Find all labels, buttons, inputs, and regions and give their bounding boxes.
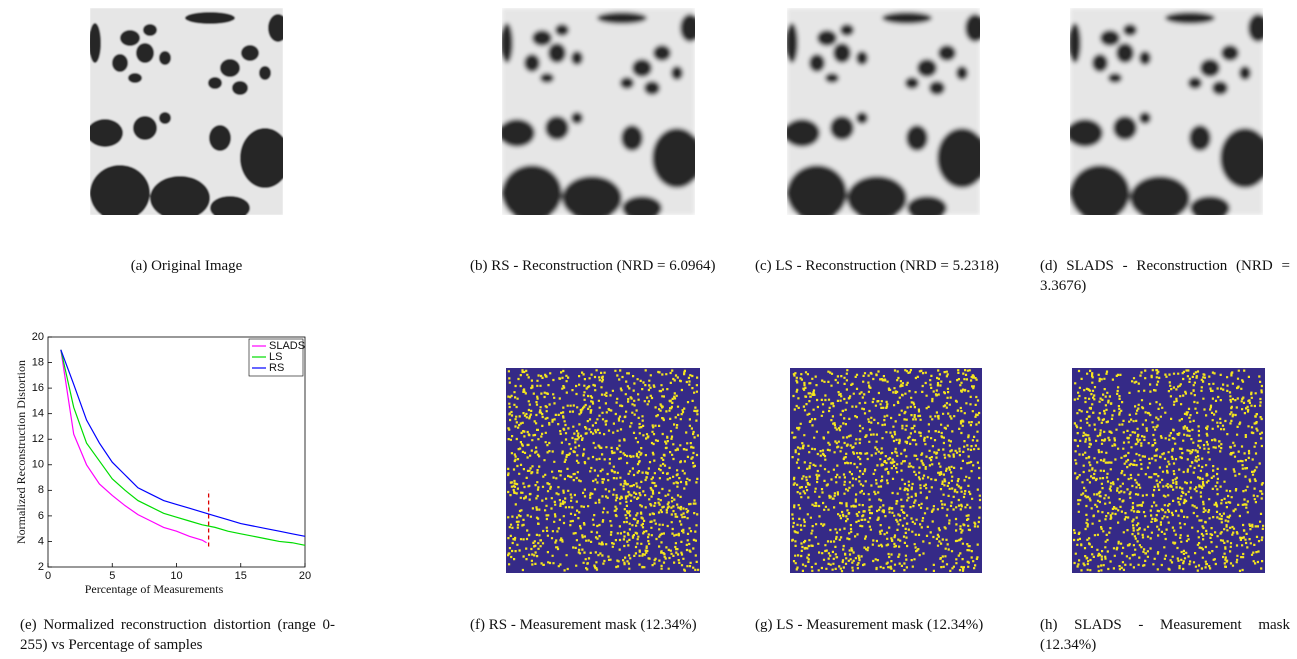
y-tick-label: 16 bbox=[32, 382, 44, 394]
y-tick-label: 20 bbox=[32, 331, 44, 343]
y-tick-label: 4 bbox=[38, 535, 44, 547]
y-tick-label: 12 bbox=[32, 433, 44, 445]
x-tick-label: 5 bbox=[109, 570, 115, 582]
page: {"figures": [ {"caption": "(a) Original … bbox=[0, 0, 1297, 659]
y-tick-label: 18 bbox=[32, 356, 44, 368]
original-image bbox=[87, 8, 290, 221]
y-tick-label: 10 bbox=[32, 459, 44, 471]
caption: (e) Normalized reconstruction distortion… bbox=[20, 615, 335, 655]
rs-reconstruction bbox=[499, 8, 702, 221]
caption: (h) SLADS - Measurement mask (12.34%) bbox=[1040, 615, 1290, 655]
chart: Percentage of Measurements Normalized Re… bbox=[14, 331, 311, 596]
x-tick-label: 15 bbox=[235, 570, 247, 582]
caption: (d) SLADS - Reconstruction (NRD = 3.3676… bbox=[1040, 256, 1290, 296]
x-tick-label: 10 bbox=[170, 570, 182, 582]
caption: (g) LS - Measurement mask (12.34%) bbox=[755, 615, 1010, 635]
y-tick-label: 8 bbox=[38, 484, 44, 496]
caption: (f) RS - Measurement mask (12.34%) bbox=[470, 615, 725, 635]
caption: (c) LS - Reconstruction (NRD = 5.2318) bbox=[755, 256, 1010, 276]
x-tick-label: 20 bbox=[299, 570, 311, 582]
x-tick-label: 0 bbox=[45, 570, 51, 582]
y-tick-label: 6 bbox=[38, 510, 44, 522]
slads-reconstruction bbox=[1067, 8, 1270, 221]
series-line bbox=[61, 350, 207, 543]
figure: Percentage of Measurements Normalized Re… bbox=[0, 0, 1297, 659]
ls-reconstruction bbox=[784, 8, 987, 221]
series-line bbox=[61, 350, 305, 546]
x-axis-label: Percentage of Measurements bbox=[85, 582, 224, 596]
series-line bbox=[61, 350, 305, 537]
y-axis-label: Normalized Reconstruction Distortion bbox=[14, 360, 28, 544]
y-tick-label: 2 bbox=[38, 561, 44, 573]
caption: (a) Original Image bbox=[90, 256, 283, 276]
legend-label: RS bbox=[269, 362, 284, 374]
caption: (b) RS - Reconstruction (NRD = 6.0964) bbox=[470, 256, 725, 276]
y-tick-label: 14 bbox=[32, 408, 44, 420]
